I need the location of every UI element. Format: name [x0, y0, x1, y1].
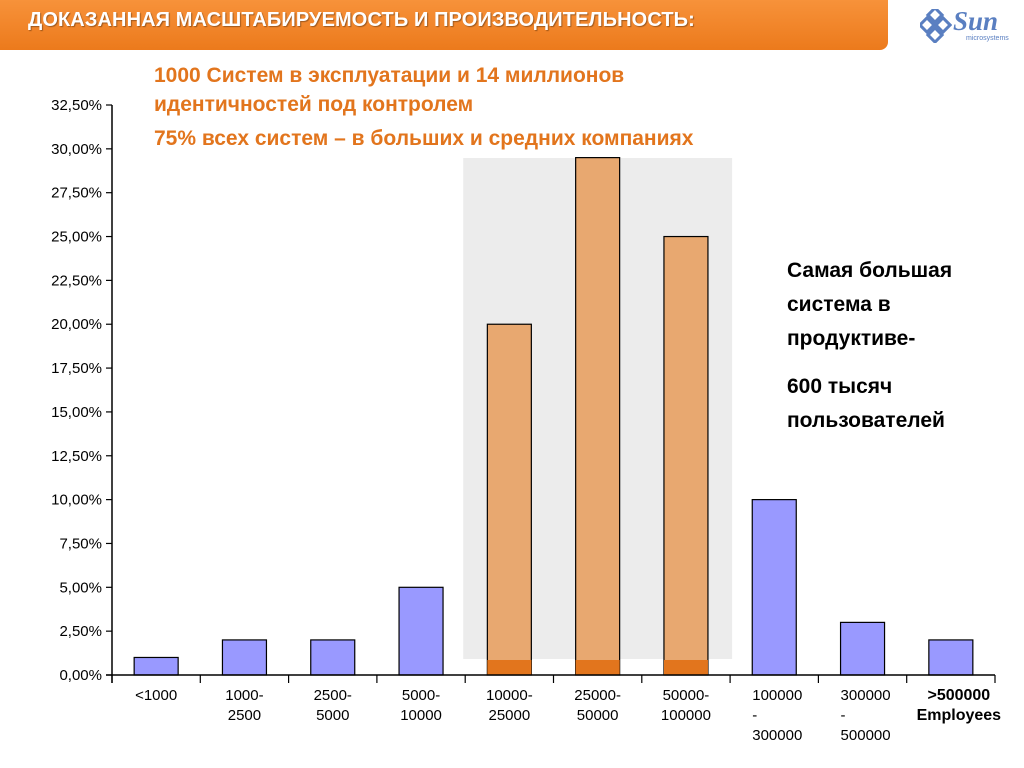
sun-logo: Sun microsystems [920, 6, 1012, 46]
y-tick-label: 0,00% [59, 667, 102, 684]
highlighted-bar-base [487, 660, 532, 675]
x-category-label: 5000- [402, 687, 440, 704]
x-category-label: 50000- [663, 687, 710, 704]
x-category-label: 5000 [316, 707, 349, 724]
highlighted-bar-base [575, 660, 620, 675]
bar [839, 621, 886, 676]
logo-subtext: microsystems [966, 35, 1009, 42]
x-category-label: 100000 [661, 707, 711, 724]
logo-wordmark: Sun [953, 6, 999, 36]
header-bar: ДОКАЗАННАЯ МАСШТАБИРУЕМОСТЬ И ПРОИЗВОДИТ… [0, 0, 888, 50]
y-tick-label: 32,50% [51, 97, 102, 114]
side-note-line-4: 600 тысяч [787, 375, 893, 398]
y-tick-label: 12,50% [51, 448, 102, 465]
x-category-label: 10000 [400, 707, 442, 724]
bar [310, 639, 356, 676]
headline-line-1: 1000 Систем в эксплуатации и 14 миллионо… [154, 64, 625, 87]
x-category-label: 25000 [488, 707, 530, 724]
x-category-label: 50000 [577, 707, 619, 724]
y-tick-label: 17,50% [51, 360, 102, 377]
x-category-label: <1000 [135, 687, 177, 704]
y-tick-label: 15,00% [51, 404, 102, 421]
x-category-label: - [841, 707, 846, 724]
highlighted-bar [575, 157, 621, 676]
side-note-line-2: система в [787, 293, 891, 316]
x-category-label: 1000- [225, 687, 263, 704]
highlighted-bar-base [663, 660, 708, 675]
bar [928, 639, 974, 676]
page-title: ДОКАЗАННАЯ МАСШТАБИРУЕМОСТЬ И ПРОИЗВОДИТ… [28, 9, 695, 31]
x-category-label: 2500- [314, 687, 352, 704]
highlighted-bar [663, 235, 709, 676]
x-category-label: Employees [917, 707, 1002, 724]
bar [133, 656, 179, 676]
x-category-label: >500000 [927, 687, 990, 704]
highlighted-bar [486, 323, 532, 676]
y-tick-label: 2,50% [59, 623, 102, 640]
y-tick-label: 30,00% [51, 141, 102, 158]
x-category-label: 25000- [574, 687, 621, 704]
y-tick-label: 20,00% [51, 316, 102, 333]
x-category-label: 2500 [228, 707, 261, 724]
headline-line-2: идентичностей под контролем [154, 93, 474, 116]
y-tick-label: 22,50% [51, 272, 102, 289]
x-category-label: - [752, 707, 757, 724]
x-category-label: 10000- [486, 687, 533, 704]
x-category-label: 500000 [841, 727, 891, 744]
y-tick-label: 25,00% [51, 229, 102, 246]
bar [751, 499, 797, 676]
side-note-line-5: пользователей [787, 409, 945, 432]
bar [398, 586, 444, 676]
bar [221, 639, 268, 676]
headline-line-3: 75% всех систем – в больших и средних ко… [154, 127, 694, 150]
y-tick-label: 7,50% [59, 535, 102, 552]
x-category-label: 300000 [752, 727, 802, 744]
y-tick-label: 27,50% [51, 185, 102, 202]
x-category-label: 100000 [752, 687, 802, 704]
side-note-line-3: продуктиве- [787, 327, 916, 350]
y-tick-label: 5,00% [59, 579, 102, 596]
y-tick-label: 10,00% [51, 492, 102, 509]
x-category-label: 300000 [841, 687, 891, 704]
side-note-line-1: Самая большая [787, 259, 953, 282]
sun-logo-icon [920, 9, 952, 43]
